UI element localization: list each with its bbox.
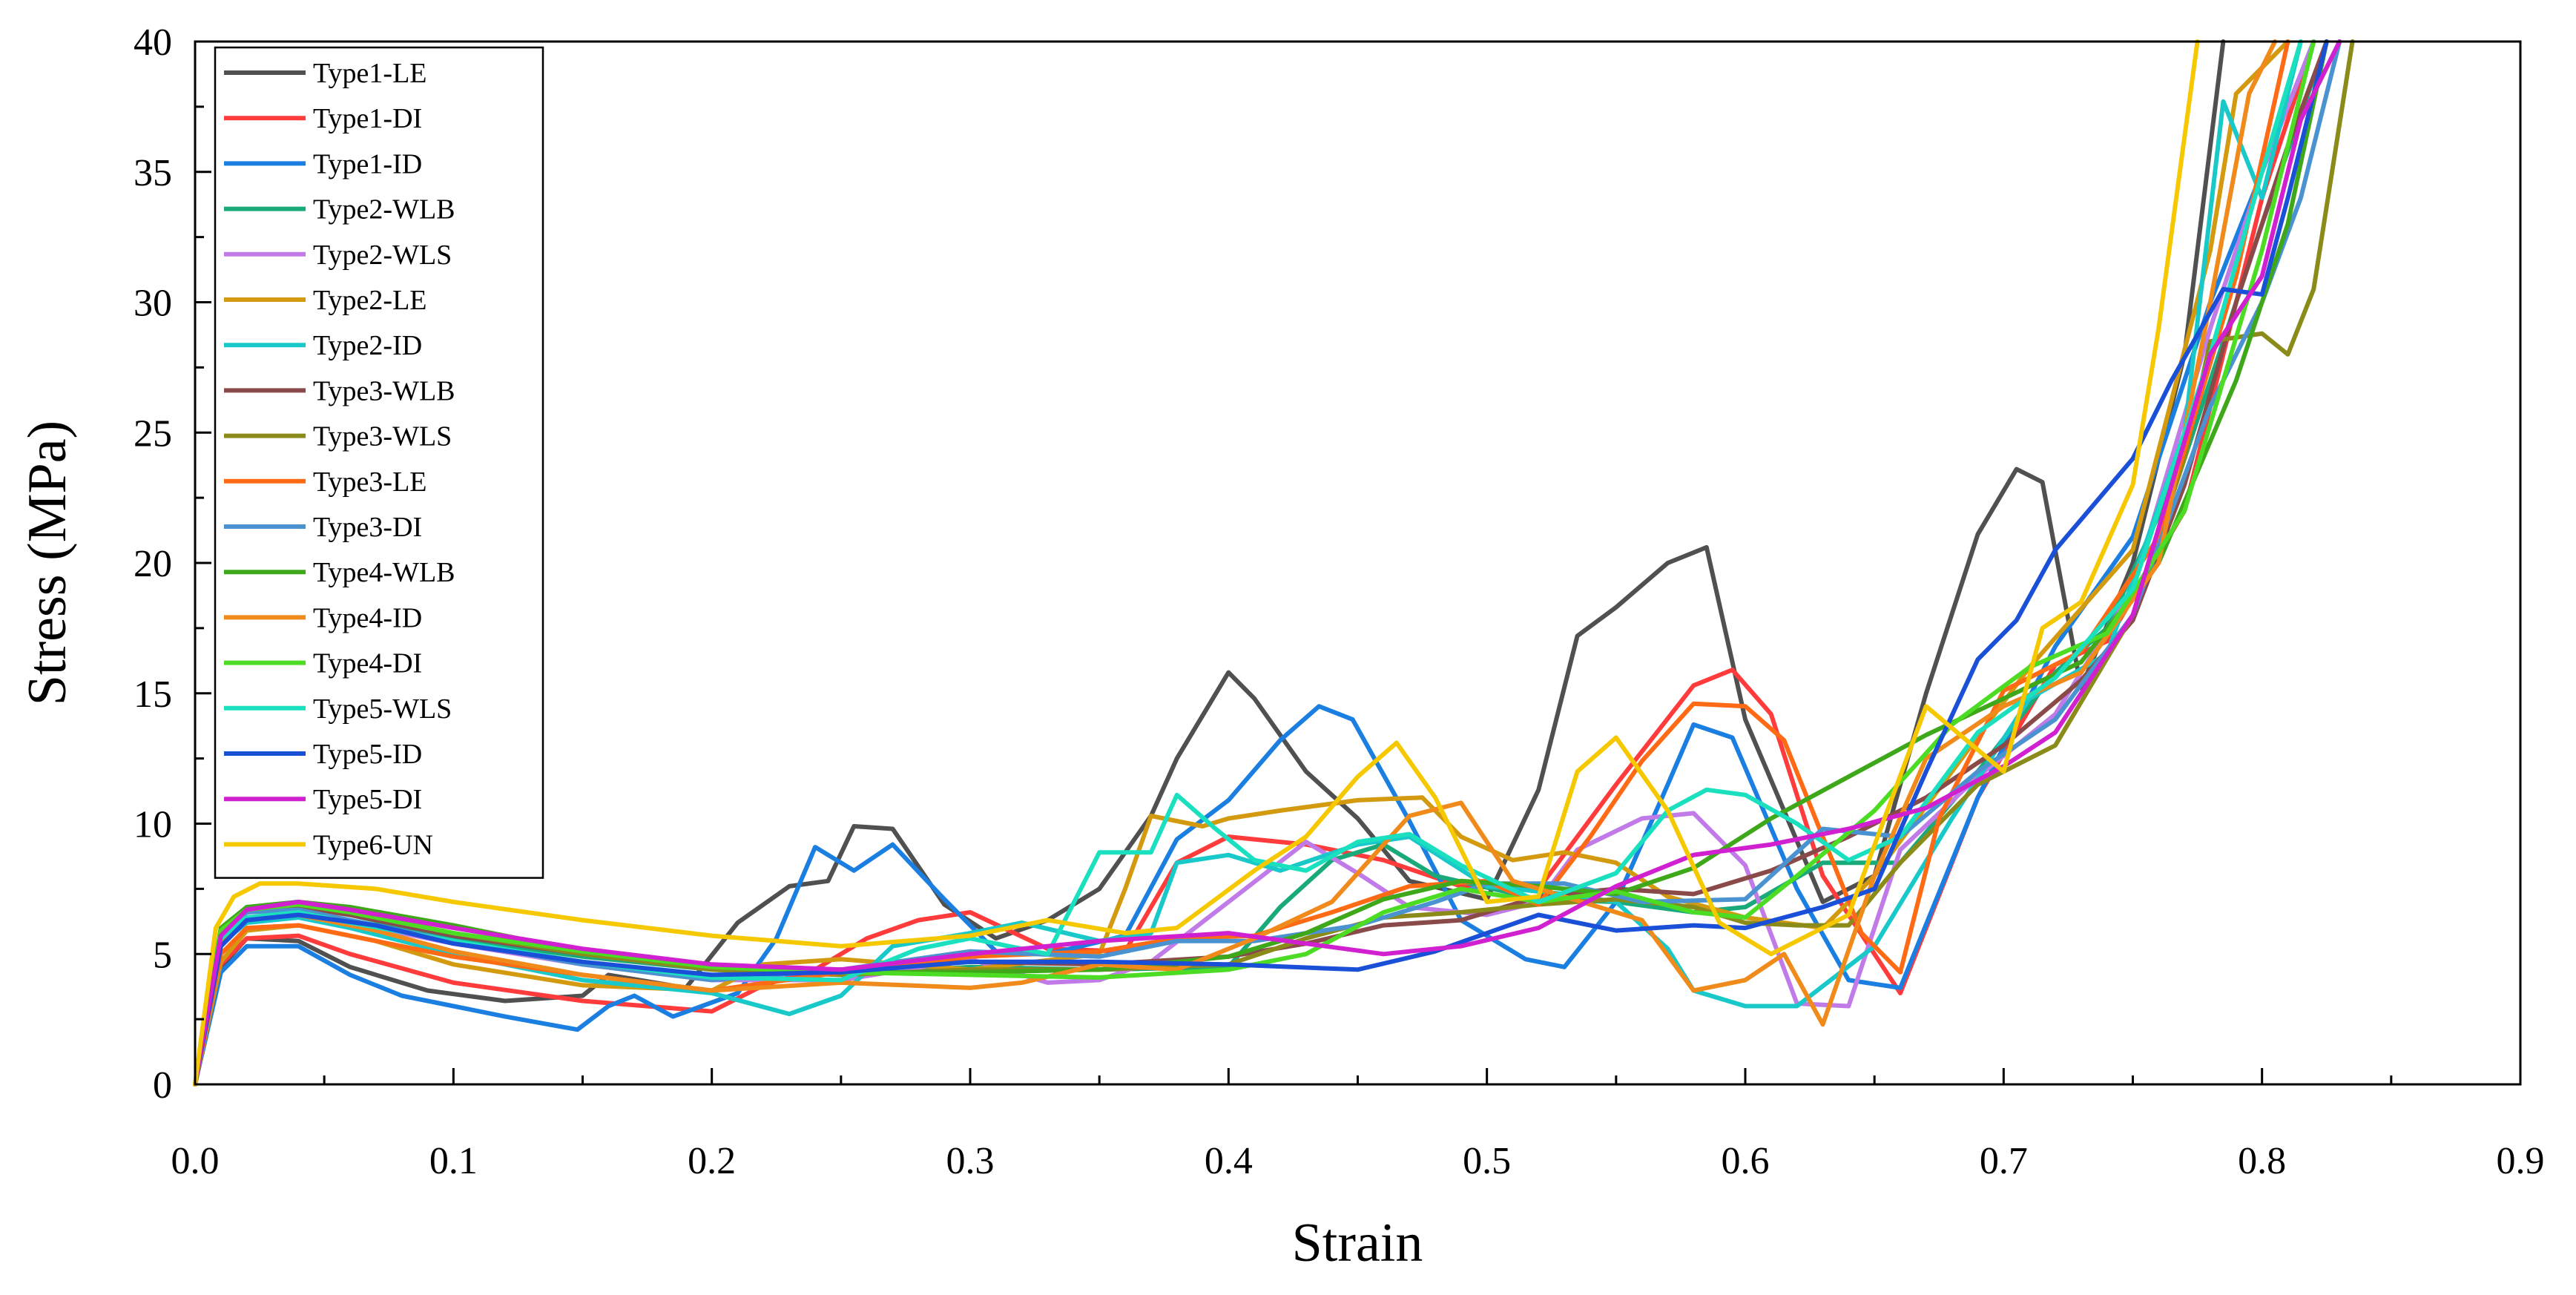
legend-label: Type2-WLS bbox=[313, 240, 452, 271]
legend-label: Type5-ID bbox=[313, 739, 422, 770]
y-tick-label: 25 bbox=[134, 412, 172, 455]
series-line-type5-di bbox=[193, 39, 2342, 1087]
y-tick-label: 35 bbox=[134, 152, 172, 194]
x-tick-label: 0.0 bbox=[171, 1140, 220, 1182]
legend-label: Type4-WLB bbox=[313, 557, 455, 588]
y-tick-label: 20 bbox=[134, 543, 172, 585]
series-line-type6-un bbox=[193, 39, 2200, 1087]
series-line-type1-le bbox=[193, 39, 2226, 1087]
y-axis-title: Stress (MPa) bbox=[17, 421, 78, 705]
x-tick-label: 0.9 bbox=[2497, 1140, 2545, 1182]
legend-label: Type3-LE bbox=[313, 467, 427, 498]
x-tick-label: 0.2 bbox=[688, 1140, 736, 1182]
legend-label: Type5-DI bbox=[313, 784, 422, 815]
y-tick-label: 40 bbox=[134, 22, 172, 64]
legend-label: Type2-LE bbox=[313, 285, 427, 316]
y-tick-label: 5 bbox=[153, 934, 172, 976]
legend-box bbox=[214, 46, 544, 879]
x-tick-label: 0.3 bbox=[946, 1140, 995, 1182]
series-line-type4-wlb bbox=[193, 39, 2329, 1087]
y-tick-label: 10 bbox=[134, 804, 172, 846]
x-tick-label: 0.5 bbox=[1463, 1140, 1511, 1182]
legend-label: Type3-WLB bbox=[313, 375, 455, 406]
y-tick-label: 0 bbox=[153, 1064, 172, 1107]
legend-label: Type4-DI bbox=[313, 648, 422, 679]
axis-layer: 0.0 0.1 0.2 0.3 0.4 0.5 0.6 0.7 0.8 0.9 0 5 10 15 20 25… bbox=[134, 22, 2545, 1182]
y-tick-label: 30 bbox=[134, 283, 172, 325]
series-line-type4-id bbox=[193, 39, 2278, 1087]
legend-label: Type6-UN bbox=[313, 829, 433, 860]
legend-label: Type3-WLS bbox=[313, 421, 452, 452]
series-layer bbox=[193, 39, 2355, 1087]
legend-label: Type3-DI bbox=[313, 512, 422, 543]
legend-label: Type4-ID bbox=[313, 602, 422, 633]
x-tick-label: 0.7 bbox=[1980, 1140, 2028, 1182]
series-line-type4-di bbox=[193, 39, 2316, 1087]
legend-label: Type2-WLB bbox=[313, 194, 455, 225]
legend-label: Type1-DI bbox=[313, 103, 422, 134]
legend-label: Type5-WLS bbox=[313, 693, 452, 725]
legend-label: Type1-ID bbox=[313, 148, 422, 179]
legend-label: Type1-LE bbox=[313, 58, 427, 89]
x-tick-label: 0.6 bbox=[1722, 1140, 1770, 1182]
x-tick-label: 0.8 bbox=[2238, 1140, 2286, 1182]
y-tick-label: 15 bbox=[134, 673, 172, 716]
x-axis-title: Strain bbox=[1292, 1213, 1423, 1273]
x-tick-label: 0.4 bbox=[1205, 1140, 1253, 1182]
legend-label: Type2-ID bbox=[313, 330, 422, 361]
legend: Type1-LE Type1-DI Type1-ID Type2-WLB Type2-W… bbox=[214, 46, 544, 879]
x-tick-label: 0.1 bbox=[429, 1140, 478, 1182]
series-line-type1-id bbox=[193, 39, 2316, 1087]
